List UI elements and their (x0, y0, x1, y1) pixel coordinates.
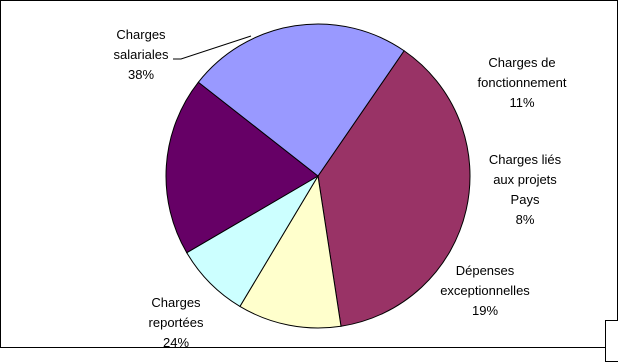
slice-percent-label: 19% (472, 303, 498, 318)
slice-label: Charges de fonctionnement 11% (478, 55, 567, 110)
slice-percent-label: 24% (163, 335, 189, 349)
slice-name-label: Dépenses (456, 263, 515, 278)
slice-name-label: fonctionnement (478, 75, 567, 90)
slice-name-label: Pays (511, 192, 540, 207)
slice-name-label: reportées (149, 315, 204, 330)
slice-name-label: exceptionnelles (440, 283, 530, 298)
pie-slice (165, 81, 319, 254)
slice-name-label: Charges (116, 27, 166, 42)
pie-chart: Charges salariales 38% Charges de fonctionne… (114, 23, 567, 350)
slice-label: Charges liés aux projets Pays 8% (489, 152, 562, 227)
slice-name-label: Charges (151, 295, 201, 310)
slice-label: Charges reportées 24% (149, 295, 204, 349)
slice-percent-label: 11% (509, 95, 534, 110)
label-leader-line (173, 35, 252, 60)
slice-name-label: Charges de (488, 55, 555, 70)
slice-label: Charges salariales 38% (114, 27, 169, 82)
slice-percent-label: 8% (516, 212, 535, 227)
slice-label: Dépenses exceptionnelles 19% (440, 263, 530, 318)
adjacent-frame-edge (605, 320, 618, 362)
pie-slice (317, 50, 471, 327)
slice-name-label: salariales (114, 47, 169, 62)
pie-slice (197, 23, 405, 177)
slice-name-label: aux projets (493, 172, 557, 187)
slice-name-label: Charges liés (489, 152, 562, 167)
slice-percent-label: 38% (128, 67, 154, 82)
chart-area: Charges salariales 38% Charges de fonctionne… (0, 0, 618, 350)
pie-slice (239, 174, 342, 329)
